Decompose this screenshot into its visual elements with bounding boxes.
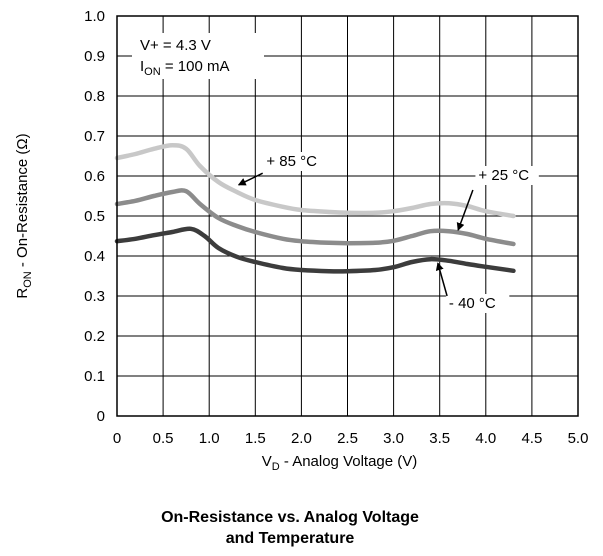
series-layer [114,142,516,274]
y-tick-label: 0.3 [84,288,105,305]
x-axis-label: VD - Analog Voltage (V) [262,453,418,470]
annotation-bg-1 [475,166,539,185]
plot-frame [116,15,579,417]
y-tick-label: 0.1 [84,368,105,385]
x-tick-label: 0 [113,430,121,447]
annotation-layer: + 85 °C + 25 °C - 40 °C [237,152,539,313]
conditions-box [132,33,264,79]
y-tick-label: 0 [97,408,105,425]
series-line-1 [114,188,516,247]
x-tick-label: 3.0 [383,430,404,447]
ticks: 0 0.5 1.0 1.5 2.0 2.5 3.0 3.5 4.0 4.5 5.0 0 0.1 0.2 0.… [84,8,588,447]
y-axis-label: RON - On-Resistance (Ω) [14,133,34,298]
x-tick-label: 1.5 [245,430,266,447]
series-line-2 [114,226,516,274]
y-tick-label: 0.7 [84,128,105,145]
series-line-0 [114,142,516,219]
annotation-bg-2 [445,294,510,313]
condition-current: ION = 100 mA [140,58,229,78]
y-tick-label: 0.8 [84,88,105,105]
x-tick-label: 4.5 [521,430,542,447]
chart-title-line-1: On-Resistance vs. Analog Voltage [161,509,419,526]
annotation-label-1: + 25 °C [478,167,529,184]
x-tick-label: 0.5 [153,430,174,447]
annotation-label-0: + 85 °C [266,153,317,170]
annotation-arrow-2 [435,262,448,297]
x-tick-label: 1.0 [199,430,220,447]
chart-svg: + 85 °C + 25 °C - 40 °C 0 0.5 1.0 1.5 2.0 2.5 3.… [14,8,588,470]
x-tick-label: 3.5 [429,430,450,447]
x-tick-label: 5.0 [568,430,589,447]
annotation-label-2: - 40 °C [449,295,496,312]
y-tick-label: 0.4 [84,248,105,265]
annotation-arrow-1 [456,189,474,231]
y-tick-label: 1.0 [84,8,105,25]
y-tick-label: 0.9 [84,48,105,65]
x-tick-label: 2.5 [337,430,358,447]
y-tick-label: 0.5 [84,208,105,225]
condition-voltage: V+ = 4.3 V [140,37,211,54]
x-tick-label: 4.0 [475,430,496,447]
annotation-bg-0 [263,152,327,171]
x-tick-label: 2.0 [291,430,312,447]
y-tick-label: 0.2 [84,328,105,345]
annotation-arrow-0 [237,172,264,186]
chart-title-line-2: and Temperature [225,530,355,547]
y-tick-label: 0.6 [84,168,105,185]
